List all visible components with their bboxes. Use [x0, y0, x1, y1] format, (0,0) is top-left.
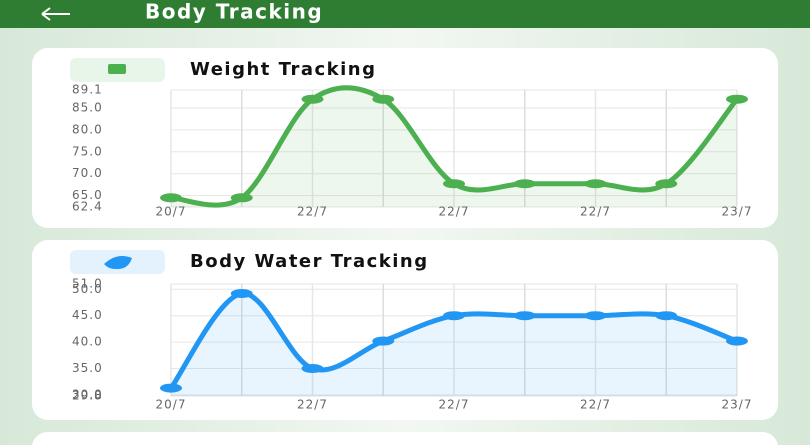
card: [32, 432, 778, 445]
y-tick-label: 89.1: [72, 83, 103, 97]
data-point: [655, 179, 678, 189]
data-point: [301, 94, 324, 104]
data-point: [513, 179, 536, 189]
data-point: [584, 311, 607, 321]
app-bar: [0, 0, 810, 28]
data-point: [726, 336, 748, 346]
data-point: [160, 193, 182, 203]
water-icon: [104, 256, 132, 270]
data-point: [655, 311, 678, 321]
x-tick-label: 23/7: [722, 205, 753, 219]
chart-title: Body Water Tracking: [190, 251, 429, 272]
y-tick-label: 40.0: [72, 335, 103, 349]
data-point: [726, 94, 748, 104]
x-tick-label: 22/7: [580, 205, 611, 219]
y-tick-label: 51.0: [72, 277, 103, 291]
x-tick-label: 22/7: [297, 205, 328, 219]
scale-icon: [108, 64, 126, 74]
y-tick-label: 70.0: [72, 166, 103, 180]
data-point: [443, 179, 465, 189]
y-tick-label: 65.0: [72, 188, 103, 202]
data-point: [230, 289, 253, 299]
data-point: [301, 364, 324, 374]
y-tick-label: 29.8: [72, 389, 103, 403]
y-tick-label: 50.0: [72, 282, 103, 296]
data-point: [372, 336, 395, 346]
data-point: [230, 193, 253, 203]
x-tick-label: 20/7: [156, 205, 187, 219]
chart-title: Weight Tracking: [190, 59, 377, 80]
back-button[interactable]: [41, 7, 70, 21]
data-point: [584, 179, 607, 189]
y-tick-label: 80.0: [72, 122, 103, 136]
x-tick-label: 22/7: [580, 398, 611, 412]
line-area: [171, 87, 737, 207]
y-tick-label: 45.0: [72, 308, 103, 322]
y-tick-label: 62.4: [72, 200, 103, 214]
data-point: [160, 383, 182, 393]
data-point: [372, 94, 395, 104]
data-point: [513, 311, 536, 321]
x-tick-label: 20/7: [156, 398, 187, 412]
y-tick-label: 85.0: [72, 100, 103, 114]
data-point: [443, 311, 465, 321]
x-tick-label: 22/7: [439, 398, 470, 412]
x-tick-label: 23/7: [722, 398, 753, 412]
x-tick-label: 22/7: [439, 205, 470, 219]
y-tick-label: 75.0: [72, 144, 103, 158]
app-title: Body Tracking: [145, 0, 323, 24]
y-tick-label: 35.0: [72, 361, 103, 375]
y-tick-label: 30.0: [72, 387, 103, 401]
x-tick-label: 22/7: [297, 398, 328, 412]
